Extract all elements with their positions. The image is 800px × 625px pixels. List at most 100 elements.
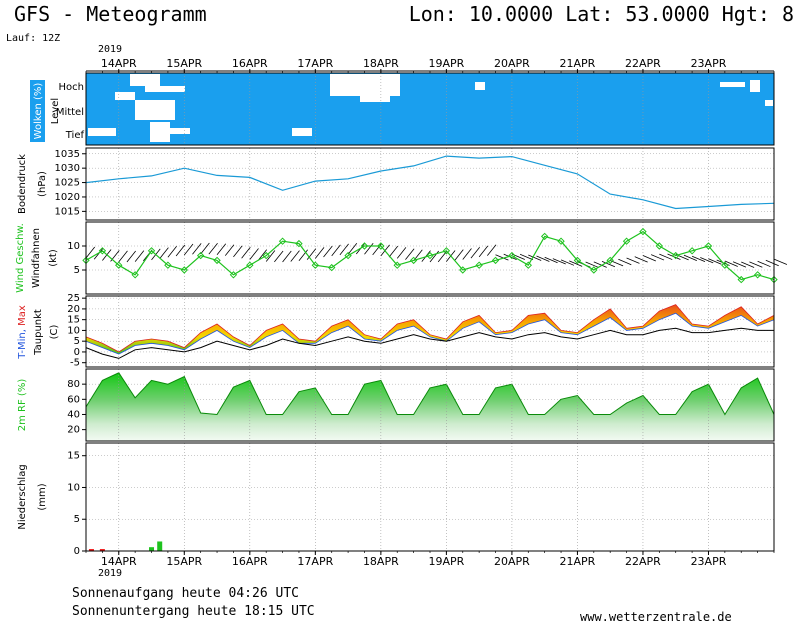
wind-speed-marker — [459, 266, 467, 274]
date-label-bottom: 16APR — [232, 555, 268, 568]
date-label-bottom: 14APR — [101, 555, 137, 568]
dewpoint-axis-label: Taupunkt — [33, 309, 44, 356]
date-label-top: 23APR — [691, 57, 727, 70]
wind-speed-marker — [639, 227, 647, 236]
wind-speed-marker — [737, 275, 745, 284]
wind-speed-marker — [573, 256, 582, 265]
chart-title: GFS - Meteogramm — [14, 2, 207, 26]
humidity-line — [85, 372, 775, 416]
wind-barb — [560, 259, 575, 266]
wind-barb — [388, 245, 399, 258]
pressure-tick-label: 1020 — [55, 192, 80, 203]
precip-bar — [157, 541, 163, 551]
wind-speed-marker — [360, 242, 369, 250]
wind-barb — [765, 259, 779, 267]
wind-barb — [134, 250, 145, 262]
pressure-axis-label: Bodendruck — [17, 154, 28, 214]
wind-barb — [691, 255, 706, 263]
temp-tick-label: 25 — [67, 293, 80, 304]
wind-speed-marker — [377, 242, 385, 250]
wind-speed-marker — [753, 271, 762, 279]
wind-barb — [167, 246, 177, 258]
date-label-top: 16APR — [232, 57, 268, 70]
wind-speed-marker — [246, 261, 254, 269]
precip-tick-label: 10 — [67, 482, 80, 493]
pressure-tick-label: 1015 — [55, 206, 80, 217]
temp-tick-label: 15 — [67, 315, 80, 326]
precip-tick-label: 15 — [67, 451, 80, 462]
date-label-top: 19APR — [428, 57, 464, 70]
cloud-background — [86, 73, 774, 145]
wind-speed-marker — [606, 256, 614, 265]
cloud-gap — [130, 74, 160, 86]
wind-barb — [519, 253, 534, 261]
wind-speed-marker — [213, 256, 221, 265]
wind-barb — [175, 244, 186, 257]
wind-barb — [536, 255, 550, 262]
date-label-bottom: 19APR — [428, 555, 464, 568]
wind-barb — [544, 256, 558, 264]
precip-bar — [99, 549, 105, 551]
cloud-gap — [88, 128, 116, 136]
wind-speed-marker — [672, 251, 680, 260]
wind-barb — [274, 250, 284, 263]
wind-speed-marker — [704, 242, 713, 250]
wind-barb — [642, 255, 657, 262]
date-label-top: 17APR — [297, 57, 333, 70]
wind-barb — [626, 257, 640, 264]
wind-barb — [462, 248, 472, 260]
tmin-line — [85, 312, 775, 355]
date-label-bottom: 17APR — [297, 555, 333, 568]
year-label-top: 2019 — [98, 44, 123, 55]
date-label-top: 21APR — [560, 57, 596, 70]
wind-speed-marker — [311, 261, 320, 269]
wind-speed-marker — [131, 271, 139, 279]
wind-speed-marker — [328, 263, 336, 272]
wind-speed-marker — [622, 237, 631, 245]
wind-barb — [290, 250, 300, 262]
wind-barb — [265, 250, 276, 262]
precip-unit-label: (mm) — [37, 483, 48, 510]
cloud-gap — [360, 74, 390, 102]
wind-barb — [650, 254, 665, 261]
wind-speed-marker — [409, 256, 418, 265]
cloud-gap — [765, 100, 773, 106]
year-label-bottom: 2019 — [98, 568, 123, 579]
cloud-gap — [145, 86, 185, 92]
wind-speed-marker — [115, 261, 123, 269]
cloud-level-axis-label: Level — [50, 98, 61, 124]
wind-tick-label: 10 — [67, 241, 80, 252]
wind-speed-marker — [540, 232, 549, 241]
pressure-tick-label: 1030 — [55, 163, 80, 174]
wind-barb — [700, 257, 714, 264]
wind-barb — [282, 250, 292, 263]
temp-tick-label: 0 — [74, 347, 80, 358]
date-label-bottom: 20APR — [494, 555, 530, 568]
temp-tick-label: -5 — [70, 358, 80, 369]
humidity-tick-label: 80 — [67, 379, 80, 390]
wind-speed-marker — [557, 237, 565, 245]
temp-unit-label: (C) — [49, 325, 60, 340]
wind-speed-marker — [475, 261, 483, 269]
pressure-panel: 1015 1020 1025 1030 1035 Bodendruck (hPa) — [17, 147, 775, 221]
wind-barb — [405, 248, 415, 260]
wind-speed-marker — [426, 251, 434, 260]
wind-barb-axis-label: Windfahnen — [31, 228, 42, 288]
wind-barb — [732, 261, 747, 268]
temp-tick-label: 5 — [74, 336, 80, 347]
wind-speed-marker — [508, 251, 516, 260]
cloud-panel: Hoch Mittel Tief Wolken (%) Level — [30, 72, 775, 146]
wind-barb — [93, 248, 104, 260]
humidity-area — [86, 372, 774, 441]
wind-barb — [241, 246, 251, 259]
wind-speed-marker — [393, 261, 401, 269]
temp-band — [86, 304, 774, 355]
cloud-gap — [150, 122, 170, 142]
wind-barb — [421, 250, 431, 262]
wind-barb — [249, 248, 259, 260]
wind-speed-marker — [442, 247, 451, 255]
wind-barb — [757, 260, 771, 268]
wind-barb — [528, 254, 542, 261]
